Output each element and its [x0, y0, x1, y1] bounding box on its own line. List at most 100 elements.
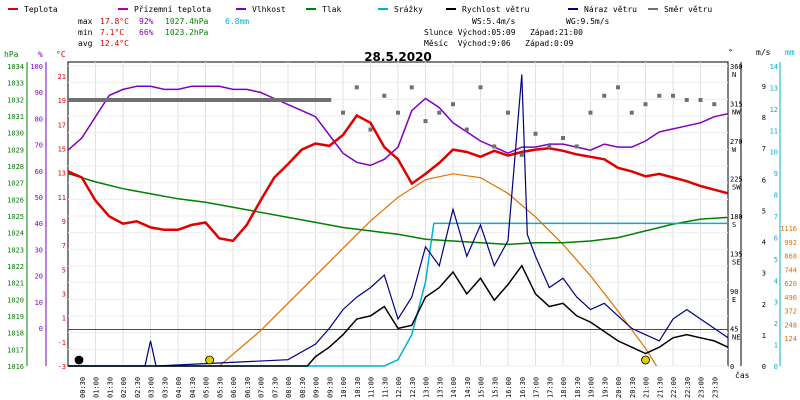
tick-label-deg: 180 [730, 213, 743, 221]
tick-label-celsius: 21 [58, 73, 66, 81]
legend-swatch [446, 8, 456, 10]
wind-direction-point [368, 127, 373, 132]
tick-label-x: 01:00 [93, 377, 101, 398]
tick-label-celsius: 3 [62, 291, 66, 299]
axis-label-ms: m/s [756, 48, 771, 57]
stat-sun: Slunce Východ:05:09 Západ:21:00 [424, 28, 583, 37]
tick-label-celsius: 1 [62, 315, 66, 323]
tick-label-x: 10:00 [340, 377, 348, 398]
stat-max-temp: 17.8°C [100, 17, 129, 26]
tick-label-x: 23:30 [711, 377, 719, 398]
stat-ws: WS:5.4m/s [472, 17, 516, 26]
tick-label-deg: 45 [730, 326, 738, 334]
tick-label-hpa: 1028 [7, 163, 24, 171]
tick-label-x: 04:00 [175, 377, 183, 398]
tick-label-x: 03:00 [148, 377, 156, 398]
legend-swatch [378, 8, 388, 10]
tick-label-x: 06:00 [230, 377, 238, 398]
wind-direction-point [327, 98, 332, 102]
stat-max-hum: 92% [139, 17, 154, 26]
tick-label-x: 10:30 [354, 377, 362, 398]
tick-label-ms: 0 [762, 363, 766, 371]
tick-label-percent: 60 [35, 168, 43, 176]
legend: Teplota Přízemní teplota Vlhkost Tlak Srážky… [8, 5, 712, 14]
tick-label-x: 17:30 [546, 377, 554, 398]
tick-label-celsius: 19 [58, 97, 66, 105]
tick-label-mm: 14 [770, 63, 778, 71]
legend-label: Teplota [24, 5, 58, 14]
wind-direction-point [519, 152, 524, 157]
tick-label-deg: 225 [730, 176, 743, 184]
tick-label-sun: 620 [784, 280, 797, 288]
tick-label-mm: 3 [774, 299, 778, 307]
legend-label: Směr větru [664, 5, 712, 14]
tick-label-x: 21:30 [656, 377, 664, 398]
wind-direction-point [423, 119, 428, 124]
tick-label-mm: 12 [770, 106, 778, 114]
tick-label-mm: 7 [774, 213, 778, 221]
tick-label-x: 19:00 [588, 377, 596, 398]
tick-label-hpa: 1023 [7, 246, 24, 254]
legend-label: Vlhkost [252, 5, 286, 14]
tick-label-ms: 2 [762, 301, 766, 309]
tick-label-ms: 4 [762, 239, 766, 247]
axis-label-mm: mm [785, 48, 795, 57]
tick-label-mm: 4 [774, 277, 778, 285]
tick-label-x: 20:00 [615, 377, 623, 398]
chart-title: 28.5.2020 [364, 50, 432, 64]
legend-swatch [306, 8, 316, 10]
tick-label-x: 08:00 [285, 377, 293, 398]
stat-avg-temp: 12.4°C [100, 39, 129, 48]
tick-label-ms: 3 [762, 270, 766, 278]
wind-direction-point [409, 85, 414, 90]
tick-label-x: 09:00 [313, 377, 321, 398]
tick-label-dir: SW [732, 184, 741, 192]
event-marker [74, 355, 84, 365]
tick-label-sun: 992 [784, 239, 797, 247]
tick-label-x: 16:30 [519, 377, 527, 398]
legend-swatch [648, 8, 658, 10]
event-marker [205, 355, 215, 365]
wind-direction-point [533, 131, 538, 136]
tick-label-celsius: 5 [62, 266, 66, 274]
stat-max-press: 1027.4hPa [165, 17, 209, 26]
tick-label-percent: 10 [35, 299, 43, 307]
tick-label-ms: 7 [762, 145, 766, 153]
tick-label-mm: 9 [774, 170, 778, 178]
legend-swatch [236, 8, 246, 10]
tick-label-x: 08:30 [299, 377, 307, 398]
tick-label-x: 22:00 [670, 377, 678, 398]
tick-label-x: 07:30 [271, 377, 279, 398]
tick-label-sun: 496 [784, 294, 797, 302]
gust-series [68, 74, 729, 367]
tick-label-hpa: 1018 [7, 330, 24, 338]
tick-label-percent: 100 [30, 63, 43, 71]
tick-label-hpa: 1016 [7, 363, 24, 371]
tick-label-percent: 70 [35, 142, 43, 150]
tick-label-percent: 30 [35, 246, 43, 254]
stat-min-label: min [78, 28, 93, 37]
wind-direction-point [492, 144, 497, 149]
stat-min-press: 1023.2hPa [165, 28, 209, 37]
tick-label-sun: 372 [784, 308, 797, 316]
tick-label-x: 15:30 [491, 377, 499, 398]
tick-label-x: 11:30 [381, 377, 389, 398]
wind-direction-point [629, 110, 634, 115]
tick-label-x: 22:30 [684, 377, 692, 398]
tick-label-x: 05:00 [203, 377, 211, 398]
legend-label: Srážky [394, 5, 423, 14]
tick-label-x: 12:00 [395, 377, 403, 398]
tick-label-x: 12:30 [409, 377, 417, 398]
wind-direction-point [712, 102, 717, 107]
legend-swatch [8, 8, 18, 10]
wind-direction-point [341, 110, 345, 115]
tick-label-mm: 0 [774, 363, 778, 371]
tick-label-hpa: 1033 [7, 80, 24, 88]
tick-label-ms: 9 [762, 83, 766, 91]
tick-label-sun: 744 [784, 266, 797, 274]
wind-direction-point [657, 93, 662, 98]
tick-label-x: 07:00 [258, 377, 266, 398]
tick-label-ms: 8 [762, 114, 766, 122]
legend-swatch [118, 8, 128, 10]
tick-label-hpa: 1034 [7, 63, 24, 71]
